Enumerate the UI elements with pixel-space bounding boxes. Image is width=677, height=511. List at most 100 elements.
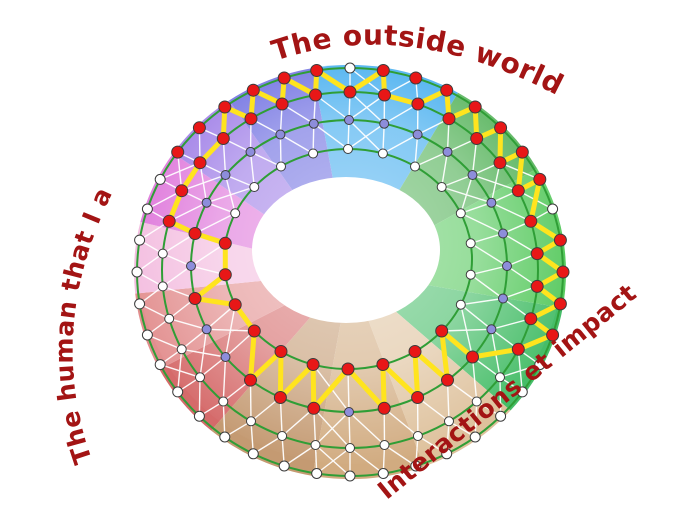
node-white	[469, 431, 481, 443]
node-active	[343, 85, 357, 99]
node-mid	[502, 261, 512, 271]
mesh-line	[224, 304, 236, 358]
node-active	[175, 184, 189, 198]
node-active	[511, 184, 525, 198]
mesh-line	[517, 349, 523, 392]
node-white	[465, 269, 476, 280]
node-active	[530, 279, 544, 293]
node-mid	[201, 324, 212, 335]
node-active	[188, 292, 202, 305]
mesh-line	[280, 133, 314, 155]
node-white	[131, 266, 143, 278]
mesh-line	[315, 94, 350, 121]
node-white	[455, 299, 466, 310]
node-white	[471, 396, 482, 407]
mesh-line	[383, 407, 419, 437]
node-mid	[186, 261, 196, 271]
mesh-line	[382, 133, 418, 155]
mesh-line	[252, 435, 283, 455]
node-active	[377, 401, 391, 415]
node-white	[141, 329, 153, 341]
mesh-line	[198, 377, 201, 417]
mesh-line	[162, 252, 192, 267]
mesh-line	[441, 186, 492, 204]
mesh-line	[147, 334, 182, 350]
mesh-line	[460, 304, 492, 330]
mesh-line	[169, 318, 207, 330]
node-white	[219, 431, 231, 443]
mesh-line	[460, 212, 504, 235]
node-white	[344, 470, 356, 482]
mesh-line	[441, 174, 473, 188]
node-white	[344, 62, 356, 74]
node-active	[546, 328, 560, 342]
node-active	[533, 172, 547, 186]
node-active	[192, 121, 206, 135]
node-active	[435, 324, 449, 338]
mesh-line	[139, 303, 170, 320]
mesh-line	[460, 202, 492, 214]
node-mid	[201, 197, 212, 208]
node-active	[310, 64, 324, 77]
node-active	[193, 156, 207, 170]
node-mid	[498, 228, 508, 239]
mesh-line	[417, 396, 450, 422]
mesh-line	[222, 401, 226, 438]
node-white	[157, 248, 168, 259]
node-mid	[498, 293, 508, 304]
node-white	[230, 208, 241, 219]
node-white	[249, 182, 260, 192]
node-active	[188, 227, 202, 240]
node-active	[247, 324, 261, 338]
node-active	[306, 358, 320, 371]
node-white	[311, 468, 323, 479]
node-active	[511, 342, 525, 356]
node-white	[377, 468, 389, 479]
mesh-line	[181, 348, 226, 358]
node-active	[162, 214, 176, 228]
donut-layer	[131, 56, 570, 482]
node-white	[379, 440, 390, 450]
node-active	[376, 358, 390, 371]
mesh-line	[190, 242, 226, 267]
mesh-line	[460, 297, 504, 306]
node-active	[228, 298, 242, 312]
node-active	[246, 83, 260, 97]
mesh-line	[347, 123, 385, 150]
node-active	[411, 391, 425, 404]
mesh-line	[491, 202, 532, 222]
mesh-line	[502, 232, 538, 255]
node-active	[244, 112, 258, 126]
mesh-line	[347, 368, 350, 413]
label-human-that-i-am: The human that I am	[0, 0, 118, 468]
node-active	[409, 71, 423, 85]
mesh-line	[472, 174, 519, 192]
node-active	[275, 97, 289, 111]
node-white	[343, 144, 353, 154]
node-mid	[220, 352, 231, 362]
mesh-line	[446, 380, 450, 422]
mesh-line	[206, 202, 236, 214]
node-active	[553, 233, 567, 247]
mesh-line	[222, 356, 227, 402]
mesh-line	[250, 151, 282, 168]
node-white	[412, 431, 423, 441]
node-active	[341, 362, 355, 376]
mesh-line	[348, 411, 385, 446]
node-active	[468, 100, 482, 114]
node-white	[455, 208, 466, 219]
mesh-line	[474, 401, 478, 438]
node-active	[309, 88, 322, 102]
node-active	[470, 132, 484, 145]
node-active	[553, 297, 567, 311]
mesh-line	[159, 363, 201, 378]
node-mid	[442, 146, 453, 157]
node-white	[134, 298, 146, 310]
node-active	[441, 373, 454, 387]
mesh-line	[491, 318, 531, 330]
node-white	[195, 372, 205, 383]
mesh-line	[470, 265, 508, 276]
node-white	[495, 372, 505, 383]
node-active	[530, 247, 544, 261]
